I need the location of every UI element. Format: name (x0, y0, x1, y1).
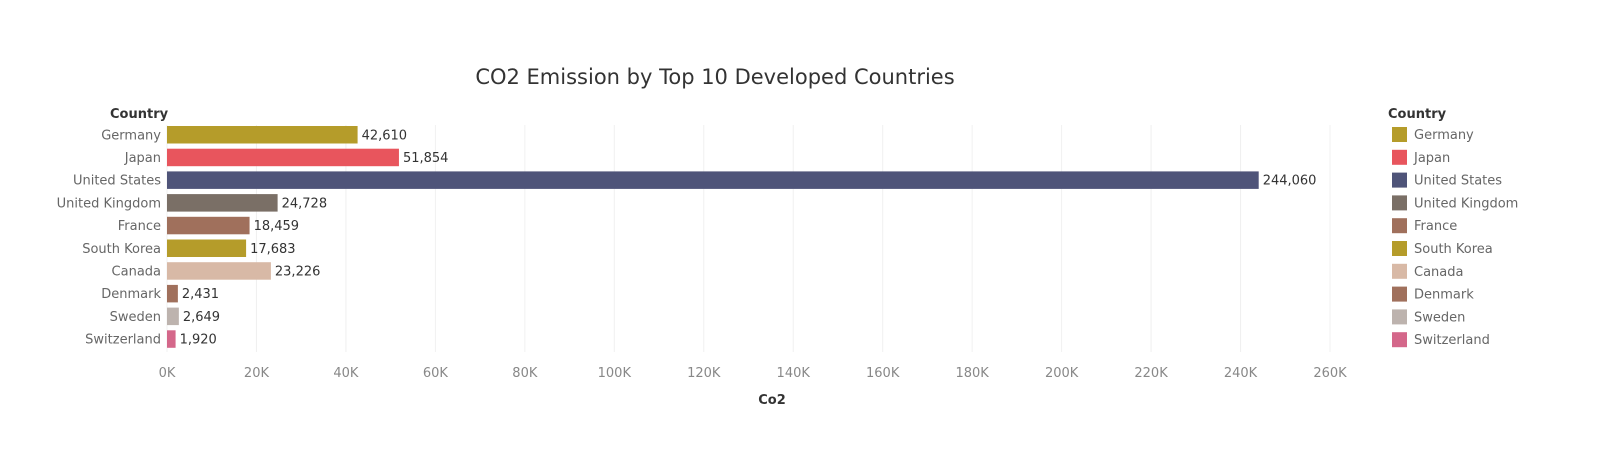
category-label: France (118, 219, 161, 234)
x-tick-label: 180K (955, 366, 989, 381)
category-label: United States (73, 174, 161, 189)
legend-label: Canada (1414, 265, 1463, 280)
x-tick-label: 200K (1045, 366, 1079, 381)
bar[interactable] (167, 307, 179, 326)
legend-label: South Korea (1414, 242, 1493, 257)
legend-swatch (1392, 127, 1407, 142)
legend-title: Country (1388, 107, 1447, 122)
legend-label: Germany (1414, 128, 1474, 143)
x-tick-label: 120K (687, 366, 721, 381)
legend-swatch (1392, 332, 1407, 348)
legend-label: Japan (1413, 151, 1450, 166)
value-label: 23,226 (275, 264, 321, 279)
legend-swatch (1392, 241, 1407, 256)
category-label: South Korea (82, 242, 161, 257)
bar[interactable] (167, 194, 278, 212)
gridlines (166, 125, 1331, 352)
bar[interactable] (167, 284, 178, 303)
category-label: Canada (112, 264, 161, 279)
value-label: 1,920 (180, 333, 217, 348)
x-axis-title: Co2 (758, 393, 786, 408)
x-axis-ticks: 0K 20K 40K 60K 80K 100K 120K 140K 160K 180K 200K 22… (159, 366, 1348, 381)
value-label: 2,649 (183, 310, 220, 325)
value-label: 51,854 (403, 151, 449, 166)
legend-swatch (1392, 218, 1407, 234)
legend: Country Germany Japan United States United … (1388, 107, 1518, 348)
bar[interactable] (167, 262, 271, 280)
value-labels: 42,610 51,854 244,060 24,728 18,459 17,683 23,… (180, 128, 1317, 347)
category-label: Sweden (110, 310, 161, 325)
legend-swatch (1392, 172, 1407, 188)
x-tick-label: 80K (512, 366, 538, 381)
x-tick-label: 0K (159, 366, 176, 381)
value-label: 24,728 (282, 196, 328, 211)
legend-swatch (1392, 195, 1407, 211)
legend-swatch (1392, 309, 1407, 325)
x-tick-label: 20K (244, 366, 270, 381)
category-labels: Germany Japan United States United Kingdom F… (57, 128, 162, 347)
category-label: Switzerland (85, 333, 161, 348)
bars (167, 126, 1259, 348)
legend-label: United States (1414, 174, 1502, 189)
bar[interactable] (167, 239, 247, 258)
category-label: Germany (101, 128, 161, 143)
legend-label: Sweden (1414, 310, 1465, 325)
category-label: Japan (124, 151, 161, 166)
legend-swatch (1392, 286, 1407, 302)
x-tick-label: 220K (1134, 366, 1168, 381)
legend-swatch (1392, 263, 1407, 279)
legend-label: United Kingdom (1414, 196, 1518, 211)
value-label: 42,610 (362, 128, 408, 143)
legend-swatch (1392, 149, 1407, 165)
value-label: 17,683 (250, 242, 296, 257)
x-tick-label: 100K (598, 366, 632, 381)
x-tick-label: 40K (333, 366, 359, 381)
bar[interactable] (167, 216, 250, 235)
category-label: United Kingdom (57, 196, 161, 211)
legend-items: Germany Japan United States United Kingdom F… (1392, 127, 1518, 348)
x-tick-label: 140K (777, 366, 811, 381)
legend-label: Switzerland (1414, 333, 1490, 348)
bar[interactable] (167, 126, 358, 144)
x-tick-label: 160K (866, 366, 900, 381)
bar[interactable] (167, 330, 176, 348)
bar[interactable] (167, 148, 399, 167)
x-tick-label: 260K (1313, 366, 1347, 381)
x-tick-label: 240K (1224, 366, 1258, 381)
value-label: 18,459 (254, 219, 300, 234)
value-label: 2,431 (182, 287, 219, 302)
category-label: Denmark (101, 287, 161, 302)
chart-title: CO2 Emission by Top 10 Developed Countri… (475, 65, 954, 89)
y-axis-title: Country (110, 107, 169, 122)
value-label: 244,060 (1263, 174, 1317, 189)
legend-label: France (1414, 219, 1457, 234)
x-tick-label: 60K (423, 366, 449, 381)
bar[interactable] (167, 171, 1259, 189)
legend-label: Denmark (1414, 288, 1474, 303)
